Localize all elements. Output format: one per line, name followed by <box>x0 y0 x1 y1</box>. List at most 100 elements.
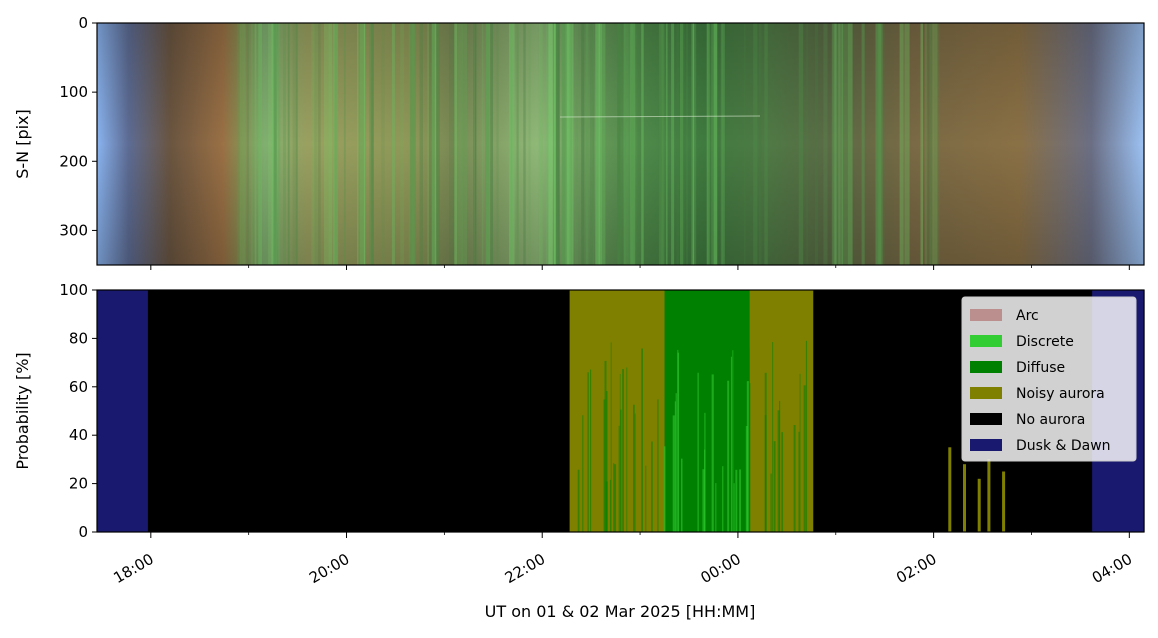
probability-texture <box>641 348 643 532</box>
probability-spike <box>1002 471 1006 532</box>
probability-y-tick-label: 60 <box>69 378 88 396</box>
probability-texture <box>702 469 705 532</box>
probability-band <box>97 290 149 532</box>
probability-spike <box>987 459 991 532</box>
probability-texture <box>613 463 615 532</box>
probability-texture <box>803 385 806 532</box>
probability-texture <box>739 469 741 532</box>
probability-texture <box>781 432 784 532</box>
probability-texture <box>605 481 608 532</box>
legend-entry: Dusk & Dawn <box>1016 438 1111 454</box>
probability-x-tick-label: 18:00 <box>110 550 156 587</box>
probability-texture <box>634 413 636 532</box>
legend-entry: Discrete <box>1016 334 1074 350</box>
probability-texture <box>675 393 677 532</box>
probability-texture <box>735 469 738 532</box>
probability-band <box>569 290 636 532</box>
probability-texture <box>619 374 621 532</box>
probability-texture <box>618 425 620 532</box>
probability-texture <box>604 360 607 532</box>
probability-texture <box>748 348 750 532</box>
probability-texture <box>626 367 628 532</box>
probability-x-tick-label: 20:00 <box>306 550 352 587</box>
probability-texture <box>697 372 699 532</box>
probability-texture <box>746 381 750 532</box>
probability-spike <box>963 464 966 532</box>
probability-texture <box>657 399 659 532</box>
probability-texture <box>770 473 772 532</box>
probability-texture <box>805 340 808 532</box>
probability-texture <box>799 373 801 532</box>
probability-y-label: Probability [%] <box>13 352 32 469</box>
probability-y-ticks: 0 20 40 60 80 100 <box>59 281 97 541</box>
keogram-x-ticks <box>150 265 1130 270</box>
probability-spike <box>977 478 981 532</box>
legend-swatch <box>970 413 1002 425</box>
keogram-panel: 0 100 200 300 S-N [pix] <box>13 14 1145 270</box>
probability-texture <box>793 425 796 532</box>
legend-box <box>961 296 1137 462</box>
probability-texture <box>733 483 735 532</box>
probability-texture <box>582 415 584 532</box>
legend-swatch <box>970 439 1002 451</box>
probability-texture <box>749 383 751 532</box>
keogram-y-tick-label: 300 <box>59 221 88 239</box>
keogram-y-tick-label: 200 <box>59 152 88 170</box>
probability-texture <box>677 349 679 532</box>
keogram-y-ticks: 0 100 200 300 <box>59 14 97 239</box>
probability-texture <box>674 401 676 532</box>
probability-texture <box>711 374 714 532</box>
probability-y-tick-label: 20 <box>69 475 88 493</box>
probability-texture <box>764 372 767 532</box>
probability-texture <box>704 449 706 532</box>
keogram-y-tick-label: 100 <box>59 83 88 101</box>
legend-swatch <box>970 361 1002 373</box>
probability-texture <box>777 410 780 532</box>
probability-x-label: UT on 01 & 02 Mar 2025 [HH:MM] <box>485 602 756 621</box>
probability-texture <box>722 466 724 532</box>
legend-swatch <box>970 387 1002 399</box>
probability-texture <box>609 479 611 532</box>
probability-texture <box>577 469 580 532</box>
legend-swatch <box>970 335 1002 347</box>
probability-texture <box>605 391 608 532</box>
legend-entry: Noisy aurora <box>1016 386 1105 402</box>
probability-texture <box>645 465 647 532</box>
probability-texture <box>610 342 612 532</box>
probability-texture <box>773 441 776 532</box>
probability-spike <box>948 447 952 532</box>
probability-texture <box>622 369 624 532</box>
probability-texture <box>620 409 622 532</box>
probability-texture <box>672 415 675 532</box>
probability-texture <box>798 431 800 532</box>
probability-y-tick-label: 100 <box>59 281 88 299</box>
probability-y-tick-label: 0 <box>78 523 88 541</box>
probability-texture <box>603 399 606 532</box>
legend: Arc Discrete Diffuse Noisy aurora No aurora D… <box>961 296 1137 462</box>
probability-texture <box>614 464 617 532</box>
probability-texture <box>732 350 734 532</box>
probability-texture <box>730 356 732 532</box>
keogram-frame <box>96 22 1145 266</box>
probability-x-tick-label: 02:00 <box>893 550 939 587</box>
probability-x-tick-label: 00:00 <box>697 550 743 587</box>
probability-frame <box>96 289 1145 533</box>
probability-texture <box>651 441 653 532</box>
keogram-y-tick-label: 0 <box>78 14 88 32</box>
probability-band <box>635 290 666 532</box>
legend-entry: Diffuse <box>1016 360 1065 376</box>
probability-x-tick-label: 22:00 <box>502 550 548 587</box>
probability-texture <box>772 342 774 532</box>
probability-texture <box>727 380 730 532</box>
legend-entry: No aurora <box>1016 412 1085 428</box>
probability-band <box>147 290 571 532</box>
probability-x-ticks: 18:00 20:00 22:00 00:00 02:00 04:00 <box>110 532 1135 587</box>
probability-texture <box>590 369 592 532</box>
legend-swatch <box>970 309 1002 321</box>
probability-texture <box>663 446 666 532</box>
probability-texture <box>681 458 683 532</box>
probability-y-tick-label: 80 <box>69 329 88 347</box>
legend-entry: Arc <box>1016 308 1039 324</box>
probability-texture <box>633 404 635 532</box>
